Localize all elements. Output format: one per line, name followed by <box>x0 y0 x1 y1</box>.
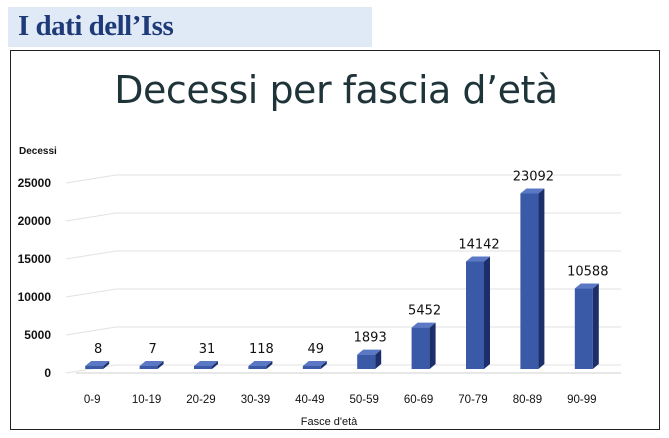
bar-10-19 <box>139 361 164 369</box>
y-tick-label: 0 <box>44 366 51 380</box>
bar-side <box>484 256 490 369</box>
bar-top <box>85 361 110 366</box>
category-label-90-99: 90-99 <box>567 394 596 406</box>
bar-side <box>538 188 545 369</box>
bar-front <box>411 327 430 369</box>
bar-side <box>157 361 164 369</box>
bar-front <box>194 366 212 369</box>
bar-80-89 <box>520 188 545 369</box>
bar-top <box>466 256 490 262</box>
bar-top <box>248 361 273 366</box>
y-tick-label: 20000 <box>18 214 52 228</box>
category-label-80-89: 80-89 <box>513 394 542 406</box>
data-label-0-9: 8 <box>94 342 102 357</box>
bar-0-9 <box>85 361 110 369</box>
bar-side <box>103 361 110 369</box>
bar-top <box>520 188 545 194</box>
data-label-80-89: 23092 <box>513 170 554 185</box>
bar-top <box>194 361 218 366</box>
y-tick-labels: 0 5000 10000 15000 20000 25000 <box>18 176 52 380</box>
bar-20-29 <box>194 361 218 369</box>
data-label-10-19: 7 <box>148 342 156 357</box>
y-tick-label: 5000 <box>24 328 51 342</box>
y-axis-title: Decessi <box>19 146 57 157</box>
x-axis-title: Fasce d'età <box>301 416 358 428</box>
bar-front <box>85 366 104 369</box>
bar-top <box>302 361 327 366</box>
bar-front <box>248 366 267 369</box>
category-label-60-69: 60-69 <box>404 394 433 406</box>
bar-60-69 <box>411 322 436 369</box>
gridline-diagonal <box>65 174 117 184</box>
bar-top <box>574 283 599 289</box>
bars <box>85 188 599 369</box>
category-label-20-29: 20-29 <box>186 394 215 406</box>
bar-40-49 <box>302 361 327 369</box>
bar-chart: Decessi per fascia d’età Decessi Fasce d… <box>18 68 621 428</box>
header-title: I dati dell’Iss <box>18 10 174 42</box>
category-label-10-19: 10-19 <box>132 394 161 406</box>
data-label-30-39: 118 <box>249 342 274 357</box>
bar-top <box>357 349 382 355</box>
gridline-diagonal <box>65 326 117 336</box>
bar-50-59 <box>357 349 382 369</box>
bar-side <box>429 322 436 369</box>
bar-front <box>520 193 539 369</box>
category-label-0-9: 0-9 <box>84 394 101 406</box>
bar-top <box>139 361 164 366</box>
chart-frame: Decessi per fascia d’età Decessi Fasce d… <box>10 50 660 430</box>
data-label-60-69: 5452 <box>408 304 441 319</box>
bar-side <box>266 361 273 369</box>
data-label-50-59: 1893 <box>354 331 387 346</box>
bar-front <box>302 366 321 369</box>
data-label-40-49: 49 <box>308 342 325 357</box>
bar-front <box>466 261 484 369</box>
bar-front <box>357 354 376 369</box>
y-tick-label: 15000 <box>18 252 52 266</box>
bar-side <box>212 361 218 369</box>
bar-30-39 <box>248 361 273 369</box>
bar-side <box>320 361 327 369</box>
bar-front <box>139 366 158 369</box>
chart-title: Decessi per fascia d’età <box>114 68 557 112</box>
data-labels: 8 7 31 118 49 1893 5452 14142 23092 10588 <box>94 170 608 357</box>
data-label-90-99: 10588 <box>567 265 608 280</box>
header-band <box>8 7 372 47</box>
category-label-70-79: 70-79 <box>458 394 487 406</box>
bar-90-99 <box>574 283 599 369</box>
category-label-40-49: 40-49 <box>295 394 324 406</box>
y-tick-label: 10000 <box>18 290 52 304</box>
bar-70-79 <box>466 256 490 369</box>
gridline-diagonal <box>65 288 117 298</box>
category-label-50-59: 50-59 <box>349 394 378 406</box>
gridline-diagonal <box>65 250 117 260</box>
bar-side <box>592 283 599 369</box>
category-labels: 0-9 10-19 20-29 30-39 40-49 50-59 60-69 70-79 80… <box>84 394 597 406</box>
data-label-70-79: 14142 <box>458 238 499 253</box>
bar-top <box>411 322 436 328</box>
bar-front <box>574 288 593 369</box>
gridline-diagonal <box>65 212 117 222</box>
bar-side <box>375 349 382 369</box>
data-label-20-29: 31 <box>199 342 216 357</box>
category-label-30-39: 30-39 <box>241 394 270 406</box>
y-tick-label: 25000 <box>18 176 52 190</box>
